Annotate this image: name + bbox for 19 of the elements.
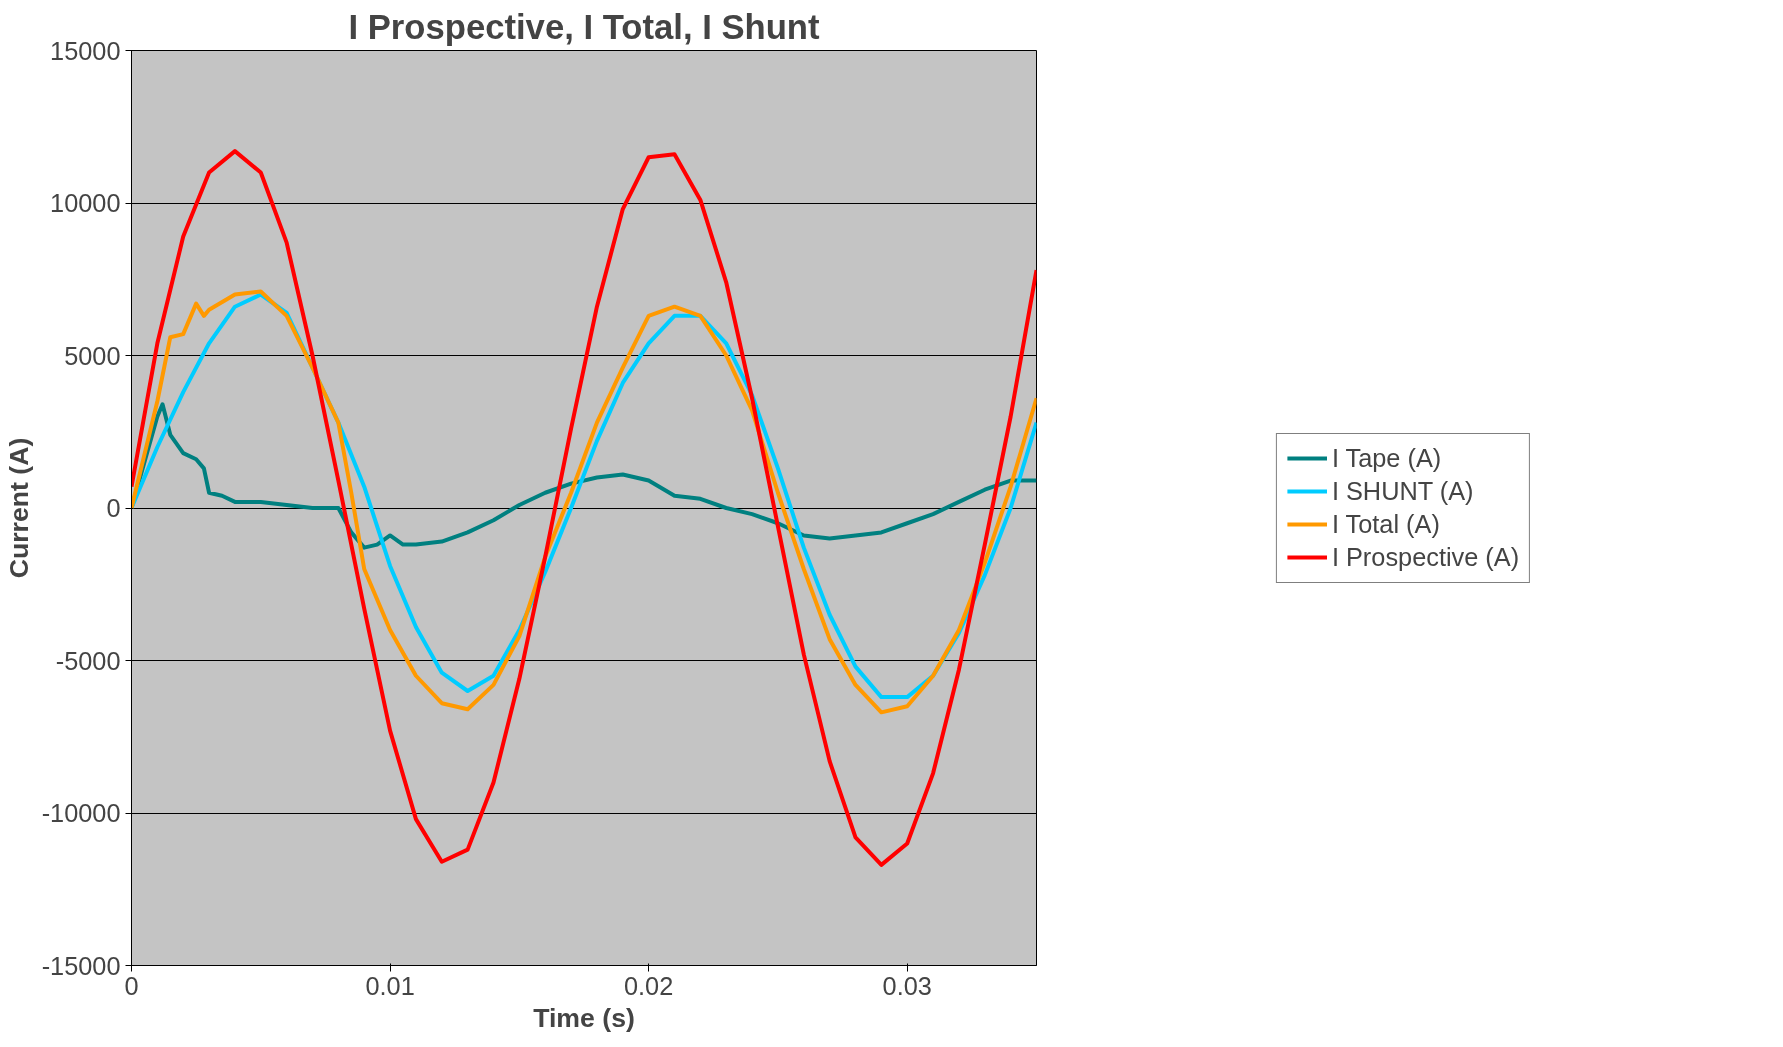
x-axis-title: Time (s) <box>533 1002 635 1033</box>
y-tick-label: 10000 <box>50 189 121 217</box>
chart-title: I Prospective, I Total, I Shunt <box>348 7 821 46</box>
legend-label: I Prospective (A) <box>1331 542 1520 572</box>
y-tick-label: -10000 <box>41 799 121 827</box>
y-axis-title: Current (A) <box>3 437 34 579</box>
y-tick-label: -15000 <box>41 951 121 980</box>
y-tick-label: 5000 <box>64 341 121 370</box>
y-tick-label: 0 <box>106 494 121 522</box>
y-tick-label: -5000 <box>55 646 121 675</box>
x-tick-label: 0 <box>124 971 139 1000</box>
x-tick-label: 0.03 <box>882 971 932 1000</box>
legend-label: I Tape (A) <box>1331 443 1442 473</box>
legend-label: I SHUNT (A) <box>1331 476 1474 506</box>
y-tick-label: 15000 <box>50 36 121 65</box>
x-tick-label: 0.01 <box>365 971 415 1000</box>
legend-label: I Total (A) <box>1331 509 1440 539</box>
x-tick-label: 0.02 <box>623 971 674 1000</box>
line-series <box>131 149 1037 867</box>
